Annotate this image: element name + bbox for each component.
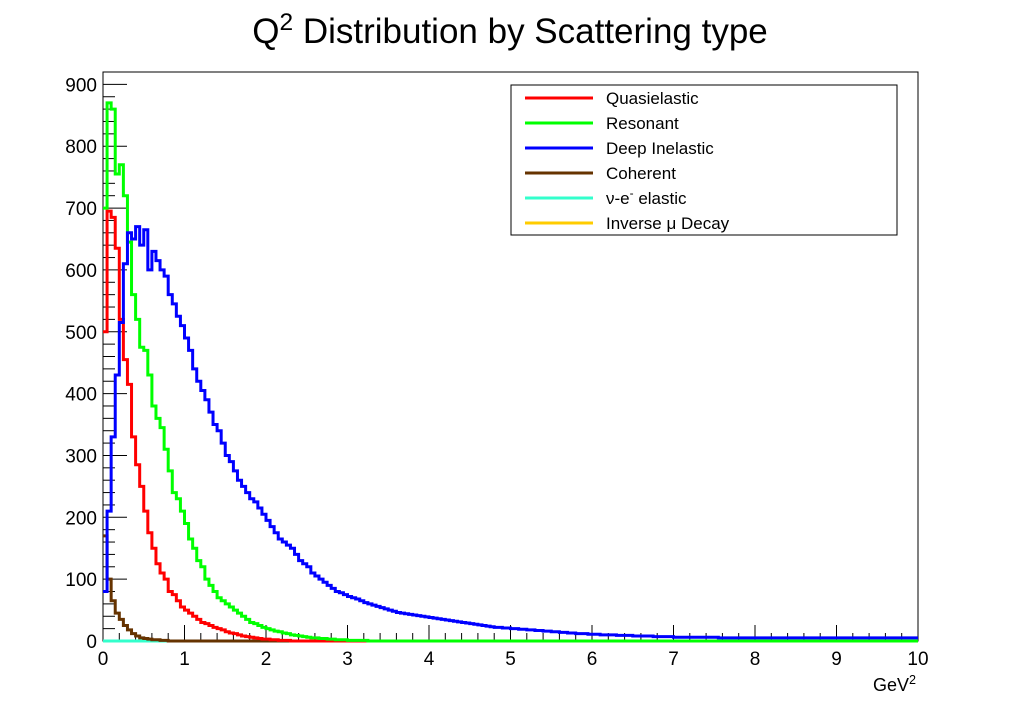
x-axis-unit-label: GeV2 — [873, 673, 916, 695]
axes: 0 100 200 300 400 500 600 700 800 900 0 1 2 3 4 5 6 7 8 9 10 — [65, 71, 929, 670]
series-line-deep-inelastic — [103, 225, 918, 640]
series-line-coherent — [103, 534, 918, 643]
x-tick-label: 5 — [505, 649, 516, 670]
y-tick-label: 400 — [65, 385, 97, 406]
x-tick-label: 6 — [587, 649, 598, 670]
legend-label: Quasielastic — [606, 89, 699, 108]
y-tick-label: 300 — [65, 446, 97, 467]
x-tick-label: 9 — [831, 649, 842, 670]
x-tick-label: 10 — [907, 649, 928, 670]
y-tick-label: 800 — [65, 137, 97, 158]
x-tick-label: 4 — [424, 649, 435, 670]
chart-title: Q2 Distribution by Scattering type — [252, 9, 768, 52]
y-tick-label: 700 — [65, 199, 97, 220]
legend-label: Deep Inelastic — [606, 139, 714, 158]
series-line-resonant — [103, 101, 918, 643]
x-tick-label: 8 — [750, 649, 761, 670]
series-line-quasielastic — [103, 209, 918, 643]
y-tick-label: 200 — [65, 508, 97, 529]
x-tick-label: 3 — [342, 649, 353, 670]
x-tick-label: 1 — [179, 649, 190, 670]
y-tick-label: 600 — [65, 261, 97, 282]
x-tick-label: 0 — [98, 649, 109, 670]
legend-box — [510, 84, 898, 236]
series-layer — [103, 101, 918, 643]
legend: Quasielastic Resonant Deep Inelastic Cohere… — [510, 84, 898, 236]
x-tick-label: 2 — [261, 649, 272, 670]
x-tick-label: 7 — [668, 649, 679, 670]
legend-label: Resonant — [606, 114, 679, 133]
legend-label: ν-e- elastic — [606, 186, 687, 208]
legend-label: Inverse μ Decay — [606, 214, 730, 233]
y-tick-label: 0 — [86, 632, 97, 653]
y-tick-label: 900 — [65, 75, 97, 96]
y-tick-label: 500 — [65, 323, 97, 344]
y-tick-label: 100 — [65, 570, 97, 591]
legend-label: Coherent — [606, 164, 676, 183]
